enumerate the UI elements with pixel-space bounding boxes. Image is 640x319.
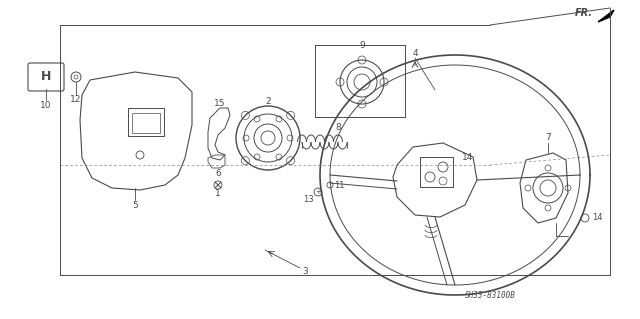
Bar: [132, 113, 160, 133]
Text: 9: 9: [359, 41, 365, 50]
Text: +: +: [315, 189, 321, 195]
Text: 2: 2: [265, 98, 271, 107]
Text: 10: 10: [40, 100, 52, 109]
Text: H: H: [41, 70, 51, 84]
FancyBboxPatch shape: [28, 63, 64, 91]
Text: 5: 5: [132, 201, 138, 210]
Text: 14: 14: [592, 213, 602, 222]
Text: 11: 11: [334, 181, 344, 189]
Text: SH33-83100B: SH33-83100B: [465, 291, 515, 300]
Text: 14: 14: [462, 153, 474, 162]
Text: 15: 15: [214, 99, 226, 108]
Text: 13: 13: [303, 196, 314, 204]
Text: 1: 1: [215, 189, 221, 197]
Text: 8: 8: [335, 123, 341, 132]
Polygon shape: [598, 10, 614, 22]
Text: 3: 3: [302, 268, 308, 277]
Text: 12: 12: [70, 95, 82, 105]
Text: 6: 6: [215, 168, 221, 177]
Text: 4: 4: [412, 48, 418, 57]
Text: 7: 7: [545, 133, 551, 143]
Text: FR.: FR.: [575, 8, 593, 18]
Bar: [128, 108, 164, 136]
